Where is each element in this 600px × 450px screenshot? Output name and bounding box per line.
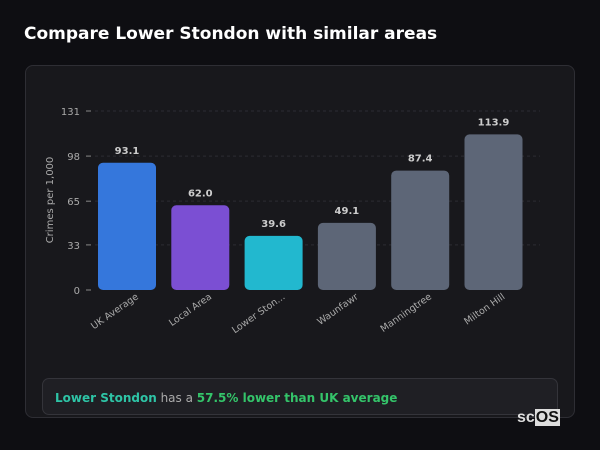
summary-place: Lower Stondon	[55, 391, 157, 405]
bar-value-label: 93.1	[115, 146, 140, 157]
x-tick-label: Local Area	[167, 291, 214, 328]
bar	[317, 222, 376, 290]
x-tick-label: Milton Hill	[462, 291, 507, 327]
y-axis-label: Crimes per 1,000	[45, 157, 56, 244]
x-tick-label: Manningtree	[379, 291, 434, 334]
bar-value-label: 113.9	[478, 117, 510, 128]
bar-value-label: 87.4	[408, 154, 433, 165]
y-tick-label: 65	[67, 197, 80, 208]
x-tick-label: Lower Ston...	[230, 291, 287, 336]
bar-value-label: 49.1	[335, 206, 360, 217]
summary-text: has a	[156, 391, 197, 405]
y-tick-label: 131	[61, 107, 80, 118]
scos-logo: scOS	[517, 409, 560, 426]
x-tick-label: Waunfawr	[315, 291, 360, 327]
y-tick-label: 98	[67, 152, 80, 163]
bar-value-label: 62.0	[188, 188, 213, 199]
bar	[391, 170, 450, 290]
summary-stat: 57.5% lower than UK average	[196, 391, 398, 405]
bar	[464, 134, 523, 290]
summary-box: Lower Stondon has a 57.5% lower than UK …	[42, 378, 558, 415]
y-tick-label: 33	[67, 241, 80, 252]
bar	[244, 235, 303, 290]
y-tick-label: 0	[74, 286, 80, 297]
page-title: Compare Lower Stondon with similar areas	[24, 24, 438, 44]
x-tick-label: UK Average	[89, 291, 141, 332]
bar-value-label: 39.6	[261, 219, 286, 230]
bar	[171, 205, 230, 290]
bar	[98, 162, 156, 290]
